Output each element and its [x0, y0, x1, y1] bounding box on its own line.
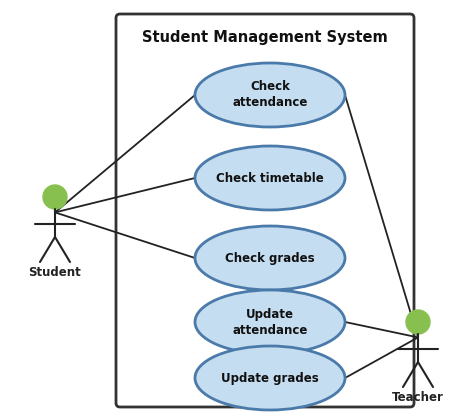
- Circle shape: [43, 185, 67, 209]
- Text: Student: Student: [28, 266, 82, 279]
- Circle shape: [406, 310, 430, 334]
- Text: Check timetable: Check timetable: [216, 171, 324, 185]
- Ellipse shape: [195, 63, 345, 127]
- Ellipse shape: [195, 226, 345, 290]
- Text: Student Management System: Student Management System: [142, 30, 388, 45]
- Ellipse shape: [195, 346, 345, 410]
- FancyBboxPatch shape: [116, 14, 414, 407]
- Text: Update grades: Update grades: [221, 371, 319, 385]
- Text: Update
attendance: Update attendance: [232, 308, 308, 337]
- Text: Check grades: Check grades: [225, 251, 315, 264]
- Text: Teacher: Teacher: [392, 391, 444, 404]
- Ellipse shape: [195, 290, 345, 354]
- Text: Check
attendance: Check attendance: [232, 81, 308, 110]
- Ellipse shape: [195, 146, 345, 210]
